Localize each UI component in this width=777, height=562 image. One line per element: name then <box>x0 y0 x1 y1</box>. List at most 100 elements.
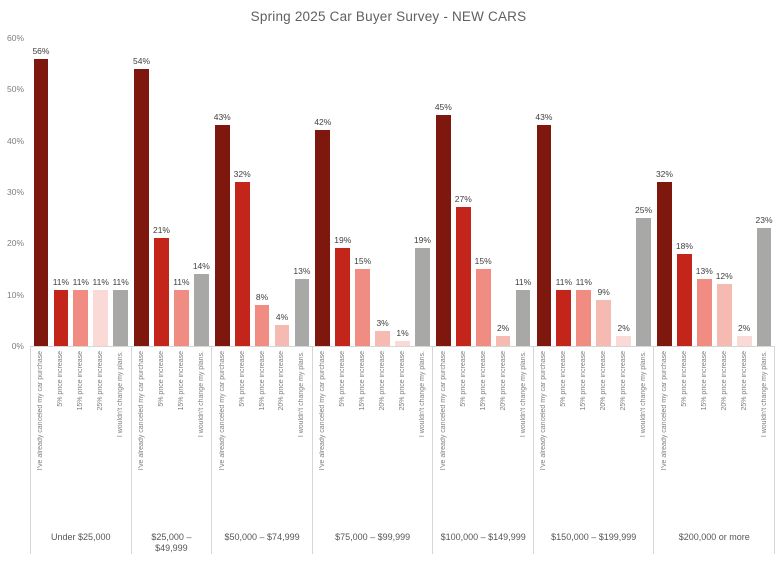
bar-column: 43% <box>212 112 232 346</box>
x-axis-label: I've already canceled my car purchase <box>660 351 668 471</box>
x-axis-label-cell: I wouldn't change my plans. <box>111 351 131 525</box>
x-axis-label: 15% price increase <box>479 351 487 411</box>
bar-group-footer: I've already canceled my car purchase 5% … <box>311 347 433 554</box>
x-axis-label: I wouldn't change my plans. <box>640 351 648 438</box>
bar-value-label: 27% <box>454 194 472 204</box>
x-axis-label: 15% price increase <box>580 351 588 411</box>
bar <box>174 290 189 346</box>
x-axis-label-cell: I've already canceled my car purchase <box>132 351 152 525</box>
bar <box>636 218 651 346</box>
y-tick-label: 30% <box>6 187 24 197</box>
x-axis-label-cell: 15% price increase <box>71 351 91 525</box>
bar-column: 11% <box>71 277 91 346</box>
bar-value-label: 43% <box>213 112 231 122</box>
bar-column: 2% <box>493 323 513 346</box>
x-axis-label-cell: I wouldn't change my plans. <box>191 351 211 525</box>
x-axis-label: I've already canceled my car purchase <box>439 351 447 471</box>
bar <box>596 300 612 346</box>
bar-column: 15% <box>353 256 373 346</box>
bar-value-label: 32% <box>233 169 251 179</box>
group-category-label: $200,000 or more <box>678 532 750 542</box>
bar <box>134 69 149 346</box>
y-tick-label: 40% <box>6 135 24 146</box>
x-axis-label-cell: I've already canceled my car purchase <box>313 351 333 525</box>
bar-value-label: 11% <box>575 277 592 287</box>
x-axis-label-cell: I wouldn't change my plans. <box>513 351 533 525</box>
x-axis-label: 15% price increase <box>359 351 367 411</box>
bar <box>475 269 491 346</box>
x-axis-label: I wouldn't change my plans. <box>197 351 205 438</box>
bar-column: 11% <box>111 277 131 346</box>
bar <box>93 290 109 346</box>
bar-column: 2% <box>734 323 754 346</box>
bar <box>576 290 592 346</box>
x-axis-label-cell: I've already canceled my car purchase <box>654 351 674 525</box>
group-category-label: $25,000 – $49,999 <box>151 532 192 553</box>
bar-value-label: 15% <box>474 256 492 266</box>
x-axis-label: 5% price increase <box>680 351 688 407</box>
x-axis-label: 20% price increase <box>600 351 608 411</box>
x-axis-label-cell: 20% price increase <box>493 351 513 525</box>
bar <box>696 279 712 346</box>
x-axis-label: I wouldn't change my plans. <box>418 351 426 438</box>
x-axis-label-cell: 25% price increase <box>91 351 111 525</box>
bar-group: 54% 21% 11% 14% <box>131 38 212 346</box>
bar-value-label: 25% <box>635 205 653 215</box>
x-axis-label: 20% price increase <box>499 351 507 411</box>
x-axis-label: I wouldn't change my plans. <box>298 351 306 438</box>
x-axis-label-cell: 5% price increase <box>333 351 353 525</box>
bar-column: 1% <box>393 328 413 346</box>
bar <box>375 331 390 346</box>
x-axis-label: I've already canceled my car purchase <box>218 351 226 471</box>
chart-title: Spring 2025 Car Buyer Survey - NEW CARS <box>250 9 527 24</box>
bar-group: 42% 19% 15% 3% 1% 19% <box>312 38 433 346</box>
bar-group-footer: I've already canceled my car purchase 5% … <box>653 347 775 554</box>
bar <box>113 290 129 346</box>
bar-column: 11% <box>51 277 71 346</box>
bar-column: 12% <box>714 271 734 346</box>
bar-group-footer: I've already canceled my car purchase 5% … <box>130 347 212 554</box>
bar-value-label: 14% <box>192 261 210 271</box>
bar-column: 23% <box>754 215 774 346</box>
bar-group-footer: I've already canceled my car purchase 5% … <box>432 347 533 554</box>
bar-value-label: 11% <box>92 277 109 287</box>
x-axis-label-cell: I wouldn't change my plans. <box>412 351 432 525</box>
y-tick-label: 0% <box>11 341 24 351</box>
x-axis-label-cell: 25% price increase <box>734 351 754 525</box>
bar-column: 15% <box>473 256 493 346</box>
x-axis-label: 5% price increase <box>459 351 467 407</box>
bar-column: 32% <box>654 169 674 346</box>
y-axis: 0% 10% 20% 30% 40% 50% 60% <box>0 33 30 351</box>
bar-group: 45% 27% 15% 2% 11% <box>432 38 533 346</box>
group-category-label: $75,000 – $99,999 <box>335 532 411 542</box>
x-axis-label: 5% price increase <box>339 351 347 407</box>
bar-column: 42% <box>313 117 333 346</box>
bar <box>73 290 89 346</box>
bar-value-label: 11% <box>112 277 129 287</box>
x-axis-label: 25% price increase <box>620 351 628 411</box>
bar-value-label: 56% <box>32 46 50 56</box>
bar-value-label: 3% <box>376 318 389 328</box>
x-axis-label: 5% price increase <box>560 351 568 407</box>
group-category-label: $50,000 – $74,999 <box>224 532 300 542</box>
x-axis-label-cell: 25% price increase <box>393 351 413 525</box>
x-axis-label: I've already canceled my car purchase <box>319 351 327 471</box>
bar-group: 43% 32% 8% 4% 13% <box>211 38 312 346</box>
bar <box>556 290 572 346</box>
x-axis-label: 20% price increase <box>278 351 286 411</box>
bar-column: 4% <box>272 312 292 346</box>
bar-group: 56% 11% 11% 11% 11% <box>30 38 131 346</box>
bar-column: 8% <box>252 292 272 346</box>
bar <box>677 254 692 346</box>
x-axis-label: 15% price increase <box>177 351 185 411</box>
x-axis-label-cell: 25% price increase <box>614 351 634 525</box>
bar-value-label: 19% <box>334 235 352 245</box>
bar-group: 43% 11% 11% 9% 2% 25% <box>533 38 654 346</box>
x-axis-label-cell: 15% price increase <box>353 351 373 525</box>
bar-column: 14% <box>191 261 211 346</box>
x-axis-label-cell: I wouldn't change my plans. <box>634 351 654 525</box>
bar-value-label: 11% <box>514 277 532 287</box>
x-axis-label: I wouldn't change my plans. <box>760 351 768 438</box>
bar-value-label: 11% <box>173 277 190 287</box>
